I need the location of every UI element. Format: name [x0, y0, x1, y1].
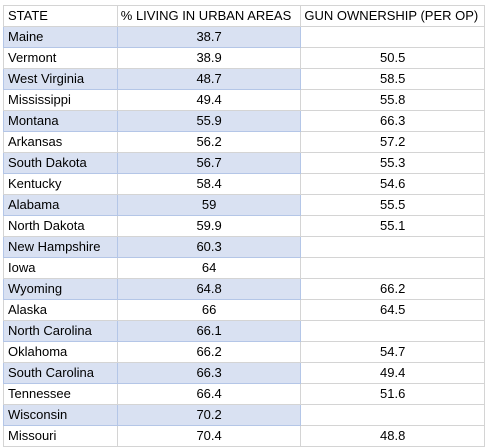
cell-state[interactable]: Alabama — [3, 194, 118, 216]
cell-gun-ownership[interactable]: 50.5 — [300, 47, 485, 69]
cell-state[interactable]: North Dakota — [3, 215, 118, 237]
table-row: Missouri 70.4 48.8 — [3, 425, 485, 447]
header-row: STATE % LIVING IN URBAN AREAS GUN OWNERS… — [3, 5, 485, 27]
cell-state[interactable]: Vermont — [3, 47, 118, 69]
table-row: Vermont 38.9 50.5 — [3, 47, 485, 69]
cell-urban[interactable]: 49.4 — [116, 89, 302, 111]
table-row: Kentucky 58.4 54.6 — [3, 173, 485, 195]
cell-gun-ownership[interactable]: 49.4 — [300, 362, 485, 384]
cell-gun-ownership[interactable]: 55.1 — [300, 215, 485, 237]
cell-state[interactable]: Montana — [3, 110, 118, 132]
cell-urban[interactable]: 56.7 — [116, 152, 302, 174]
cell-gun-ownership[interactable] — [300, 257, 485, 279]
cell-urban[interactable]: 60.3 — [116, 236, 302, 258]
table-row: South Carolina 66.3 49.4 — [3, 362, 485, 384]
cell-state[interactable]: Missouri — [3, 425, 118, 447]
cell-urban[interactable]: 70.4 — [116, 425, 302, 447]
cell-gun-ownership[interactable]: 57.2 — [300, 131, 485, 153]
table-row: Wisconsin 70.2 — [3, 404, 485, 426]
header-cell-urban[interactable]: % LIVING IN URBAN AREAS — [116, 5, 302, 27]
cell-urban[interactable]: 64 — [116, 257, 302, 279]
cell-state[interactable]: Maine — [3, 26, 118, 48]
cell-gun-ownership[interactable]: 55.8 — [300, 89, 485, 111]
cell-state[interactable]: Kentucky — [3, 173, 118, 195]
cell-gun-ownership[interactable]: 58.5 — [300, 68, 485, 90]
table-row: New Hampshire 60.3 — [3, 236, 485, 258]
cell-urban[interactable]: 55.9 — [116, 110, 302, 132]
cell-state[interactable]: Iowa — [3, 257, 118, 279]
cell-state[interactable]: West Virginia — [3, 68, 118, 90]
table-row: Maine 38.7 — [3, 26, 485, 48]
cell-gun-ownership[interactable]: 54.7 — [300, 341, 485, 363]
cell-gun-ownership[interactable]: 55.3 — [300, 152, 485, 174]
table-row: Montana 55.9 66.3 — [3, 110, 485, 132]
table-row: West Virginia 48.7 58.5 — [3, 68, 485, 90]
table-row: Iowa 64 — [3, 257, 485, 279]
cell-urban[interactable]: 66 — [116, 299, 302, 321]
table-row: South Dakota 56.7 55.3 — [3, 152, 485, 174]
table-row: North Dakota 59.9 55.1 — [3, 215, 485, 237]
cell-state[interactable]: Wisconsin — [3, 404, 118, 426]
cell-gun-ownership[interactable]: 54.6 — [300, 173, 485, 195]
cell-state[interactable]: South Carolina — [3, 362, 118, 384]
cell-urban[interactable]: 66.2 — [116, 341, 302, 363]
cell-urban[interactable]: 56.2 — [116, 131, 302, 153]
cell-state[interactable]: New Hampshire — [3, 236, 118, 258]
table-row: Arkansas 56.2 57.2 — [3, 131, 485, 153]
cell-state[interactable]: Arkansas — [3, 131, 118, 153]
cell-gun-ownership[interactable]: 64.5 — [300, 299, 485, 321]
cell-state[interactable]: Alaska — [3, 299, 118, 321]
cell-urban[interactable]: 66.4 — [116, 383, 302, 405]
cell-state[interactable]: Wyoming — [3, 278, 118, 300]
cell-gun-ownership[interactable] — [300, 26, 485, 48]
table-row: North Carolina 66.1 — [3, 320, 485, 342]
cell-state[interactable]: Mississippi — [3, 89, 118, 111]
table-row: Oklahoma 66.2 54.7 — [3, 341, 485, 363]
cell-urban[interactable]: 58.4 — [116, 173, 302, 195]
spreadsheet-table: STATE % LIVING IN URBAN AREAS GUN OWNERS… — [3, 5, 485, 447]
table-row: Tennessee 66.4 51.6 — [3, 383, 485, 405]
header-cell-gun-ownership[interactable]: GUN OWNERSHIP (PER OP) — [300, 5, 485, 27]
cell-urban[interactable]: 66.1 — [116, 320, 302, 342]
cell-urban[interactable]: 66.3 — [116, 362, 302, 384]
table-body: STATE % LIVING IN URBAN AREAS GUN OWNERS… — [3, 5, 485, 447]
cell-urban[interactable]: 70.2 — [116, 404, 302, 426]
cell-urban[interactable]: 64.8 — [116, 278, 302, 300]
cell-urban[interactable]: 38.7 — [116, 26, 302, 48]
cell-state[interactable]: North Carolina — [3, 320, 118, 342]
cell-urban[interactable]: 48.7 — [116, 68, 302, 90]
cell-gun-ownership[interactable] — [300, 404, 485, 426]
cell-gun-ownership[interactable]: 55.5 — [300, 194, 485, 216]
cell-urban[interactable]: 59 — [116, 194, 302, 216]
table-row: Mississippi 49.4 55.8 — [3, 89, 485, 111]
cell-gun-ownership[interactable]: 66.3 — [300, 110, 485, 132]
cell-state[interactable]: South Dakota — [3, 152, 118, 174]
table-row: Alaska 66 64.5 — [3, 299, 485, 321]
table-row: Alabama 59 55.5 — [3, 194, 485, 216]
cell-gun-ownership[interactable]: 66.2 — [300, 278, 485, 300]
header-cell-state[interactable]: STATE — [3, 5, 118, 27]
cell-gun-ownership[interactable]: 51.6 — [300, 383, 485, 405]
cell-urban[interactable]: 38.9 — [116, 47, 302, 69]
table-row: Wyoming 64.8 66.2 — [3, 278, 485, 300]
cell-gun-ownership[interactable]: 48.8 — [300, 425, 485, 447]
cell-gun-ownership[interactable] — [300, 320, 485, 342]
cell-urban[interactable]: 59.9 — [116, 215, 302, 237]
cell-state[interactable]: Tennessee — [3, 383, 118, 405]
cell-gun-ownership[interactable] — [300, 236, 485, 258]
cell-state[interactable]: Oklahoma — [3, 341, 118, 363]
